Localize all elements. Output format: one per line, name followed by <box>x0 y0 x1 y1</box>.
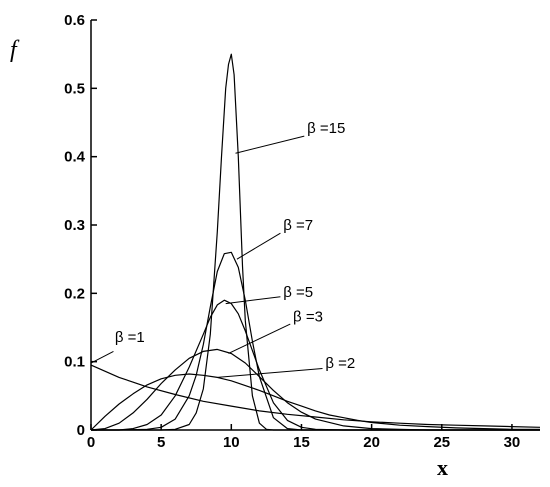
series-annotations: β =15 β =7 β =5 β =3 β =2 β =1 <box>90 120 355 378</box>
x-tick-label: 20 <box>363 434 380 451</box>
x-tick-label: 5 <box>157 434 165 451</box>
annotation-leader-line <box>217 368 323 378</box>
y-tick-label: 0.3 <box>64 217 85 234</box>
series-line-beta-1 <box>90 364 541 428</box>
y-tick-label: 0 <box>77 422 85 439</box>
x-tick-label: 15 <box>293 434 310 451</box>
x-axis-title: x <box>437 455 448 480</box>
series-label: β =1 <box>115 329 145 346</box>
series-lines <box>90 53 541 431</box>
series-label: β =3 <box>293 308 323 325</box>
series-line-beta-15 <box>91 53 540 431</box>
axes <box>90 20 540 431</box>
annotation-leader-line <box>236 232 281 260</box>
y-tick-label: 0.2 <box>64 285 85 302</box>
y-tick-label: 0.4 <box>64 149 86 166</box>
y-tick-label: 0.6 <box>64 12 85 29</box>
annotation-leader-line <box>228 323 291 354</box>
series-label: β =7 <box>283 217 313 234</box>
series-label: β =5 <box>283 284 313 301</box>
x-tick-label: 30 <box>504 434 521 451</box>
y-ticks: 0 0.1 0.2 0.3 0.4 0.5 0.6 <box>64 12 97 439</box>
annotation-leader-line <box>225 296 281 305</box>
y-axis-title: f <box>10 37 20 63</box>
x-tick-label: 0 <box>87 434 95 451</box>
series-label: β =15 <box>307 120 345 137</box>
series-label: β =2 <box>325 355 355 372</box>
y-tick-label: 0.1 <box>64 354 85 371</box>
x-tick-label: 10 <box>223 434 240 451</box>
series-line-beta-2 <box>90 373 540 431</box>
annotation-leader-line <box>235 135 305 154</box>
series-line-beta-7 <box>91 251 540 431</box>
y-tick-label: 0.5 <box>64 80 85 97</box>
x-tick-label: 25 <box>433 434 450 451</box>
annotation-leader-line <box>90 350 114 364</box>
